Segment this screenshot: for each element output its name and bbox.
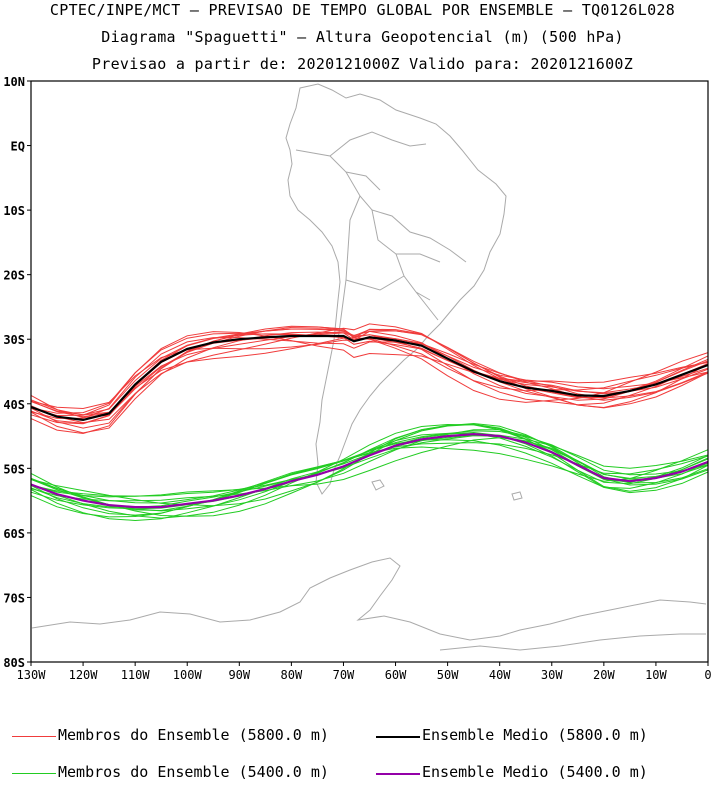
lon-tick-label: 120W bbox=[69, 668, 99, 682]
map-frame bbox=[30, 80, 709, 663]
ensemble-member-5400 bbox=[30, 423, 709, 507]
lon-tick-label: 90W bbox=[228, 668, 250, 682]
legend-label: Membros do Ensemble (5800.0 m) bbox=[58, 726, 329, 744]
lon-tick-label: 70W bbox=[333, 668, 355, 682]
legend-swatch bbox=[12, 736, 56, 737]
ensemble-member-5400 bbox=[30, 442, 709, 516]
legend-label: Membros do Ensemble (5400.0 m) bbox=[58, 763, 329, 781]
lon-tick-label: 100W bbox=[173, 668, 203, 682]
lon-tick-label: 30W bbox=[541, 668, 563, 682]
legend-swatch bbox=[376, 773, 420, 775]
lat-tick-label: 10N bbox=[3, 75, 25, 89]
lon-tick-label: 0 bbox=[704, 668, 711, 682]
ensemble-member-5400 bbox=[30, 429, 709, 502]
lat-tick-label: EQ bbox=[11, 140, 25, 154]
lon-tick-label: 40W bbox=[489, 668, 511, 682]
south-georgia bbox=[511, 491, 523, 501]
legend-label: Ensemble Medio (5800.0 m) bbox=[422, 726, 648, 744]
lon-tick-label: 110W bbox=[121, 668, 151, 682]
legend-swatch bbox=[376, 736, 420, 738]
antarctic-shelf bbox=[439, 633, 706, 651]
title-line-3: Previsao a partir de: 2020121000Z Valido… bbox=[91, 55, 634, 73]
title-line-1: CPTEC/INPE/MCT – PREVISAO DE TEMPO GLOBA… bbox=[49, 1, 676, 19]
lat-tick-label: 60S bbox=[3, 527, 25, 541]
ensemble-member-5800 bbox=[30, 330, 709, 418]
antarctic-coastline bbox=[31, 557, 707, 641]
coastlines bbox=[31, 83, 707, 651]
ensemble-member-5800 bbox=[30, 331, 709, 434]
lat-tick-label: 10S bbox=[3, 204, 25, 218]
falkland-islands bbox=[371, 479, 385, 491]
lat-tick-label: 30S bbox=[3, 333, 25, 347]
lon-tick-label: 10W bbox=[645, 668, 667, 682]
lat-tick-label: 80S bbox=[3, 656, 25, 670]
lat-tick-label: 50S bbox=[3, 462, 25, 476]
lon-tick-label: 130W bbox=[17, 668, 47, 682]
ensemble-member-5800 bbox=[30, 323, 709, 424]
lon-tick-label: 20W bbox=[593, 668, 615, 682]
ensemble-mean-5400 bbox=[30, 432, 709, 509]
legend-swatch bbox=[12, 773, 56, 774]
ensemble-mean-5800 bbox=[30, 334, 709, 422]
country-borders bbox=[295, 131, 467, 341]
ensemble-member-5800 bbox=[30, 326, 709, 419]
ensemble-member-5400 bbox=[30, 423, 709, 519]
lat-tick-label: 40S bbox=[3, 398, 25, 412]
lon-tick-label: 80W bbox=[281, 668, 303, 682]
south-america-coastline bbox=[285, 83, 507, 495]
lon-tick-label: 60W bbox=[385, 668, 407, 682]
lon-tick-label: 50W bbox=[437, 668, 459, 682]
ensemble-member-5800 bbox=[30, 331, 709, 417]
title-line-2: Diagrama "Spaguetti" – Altura Geopotenci… bbox=[101, 28, 624, 46]
lat-tick-label: 70S bbox=[3, 591, 25, 605]
legend-label: Ensemble Medio (5400.0 m) bbox=[422, 763, 648, 781]
lat-tick-label: 20S bbox=[3, 269, 25, 283]
ensemble-member-5400 bbox=[30, 430, 709, 518]
